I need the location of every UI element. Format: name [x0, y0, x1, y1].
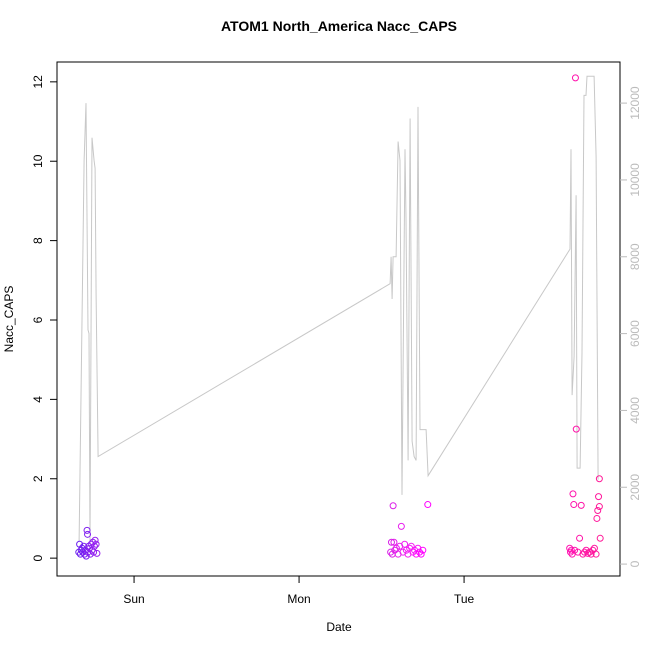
- point: [92, 540, 100, 548]
- plot-box: [56, 61, 621, 577]
- point: [389, 502, 397, 510]
- point: [567, 546, 575, 554]
- point: [424, 501, 432, 509]
- point: [83, 526, 91, 534]
- y-tick-label: 10: [31, 154, 45, 168]
- x-axis-label: Date: [326, 620, 352, 634]
- point: [593, 514, 601, 522]
- y-tick-label: 0: [31, 554, 45, 561]
- point: [571, 74, 579, 82]
- point: [595, 493, 603, 501]
- chart-title: ATOM1 North_America Nacc_CAPS: [221, 18, 457, 34]
- y2-tick-label: 6000: [628, 320, 642, 347]
- point: [595, 475, 603, 483]
- point: [594, 507, 602, 515]
- point: [417, 550, 425, 558]
- x-tick-label: Mon: [287, 592, 310, 606]
- x-tick-label: Tue: [454, 592, 475, 606]
- y2-tick-label: 4000: [628, 397, 642, 424]
- y2-tick-label: 2000: [628, 474, 642, 501]
- x-tick-label: Sun: [123, 592, 144, 606]
- point: [572, 425, 580, 433]
- point: [387, 538, 395, 546]
- point: [596, 534, 604, 542]
- y-tick-label: 2: [31, 475, 45, 482]
- point: [91, 536, 99, 544]
- y-tick-label: 8: [31, 237, 45, 244]
- y2-tick-label: 10000: [628, 163, 642, 197]
- y2-tick-label: 8000: [628, 243, 642, 270]
- point: [570, 501, 578, 509]
- point: [419, 546, 427, 554]
- y-tick-label: 4: [31, 396, 45, 403]
- y2-tick-label: 12000: [628, 86, 642, 120]
- point: [397, 522, 405, 530]
- point: [587, 550, 595, 558]
- y-axis-label: Nacc_CAPS: [2, 286, 16, 353]
- point: [84, 530, 92, 538]
- point: [592, 550, 600, 558]
- point: [576, 534, 584, 542]
- point: [595, 503, 603, 511]
- point: [577, 501, 585, 509]
- point: [82, 552, 90, 560]
- point: [387, 548, 395, 556]
- y-tick-label: 12: [31, 75, 45, 89]
- point: [390, 538, 398, 546]
- point: [569, 490, 577, 498]
- point: [93, 549, 101, 557]
- point: [581, 548, 589, 556]
- line-series: [78, 75, 599, 542]
- y2-tick-label: 0: [628, 560, 642, 567]
- point: [584, 549, 592, 557]
- y-tick-label: 6: [31, 316, 45, 323]
